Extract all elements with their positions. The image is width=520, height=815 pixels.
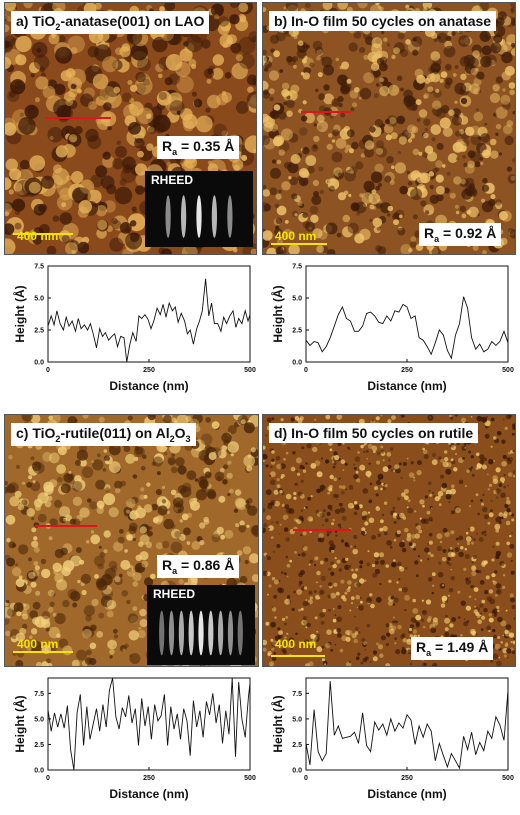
height-profile-line [47,278,251,363]
y-tick-label: 5.0 [34,716,44,723]
x-axis-label: Distance (nm) [367,787,446,801]
y-tick-label: 7.5 [34,691,44,698]
panel-title-b: b) In-O film 50 cycles on anatase [269,11,497,31]
height-profile-line [305,681,509,770]
y-tick-label: 2.5 [292,328,302,335]
x-tick-label: 0 [46,367,50,374]
roughness-label-b: Ra = 0.92 Å [419,223,502,246]
y-tick-label: 2.5 [34,742,44,749]
roughness-label-d: Ra = 1.49 Å [411,637,494,660]
afm-texture-d [263,415,515,666]
linescan-marker-d [293,529,351,531]
scale-label-d: 400 nm [275,637,317,651]
y-tick-label: 7.5 [34,264,44,271]
height-profile-line [47,677,251,771]
roughness-label-c: Ra = 0.86 Å [157,555,240,578]
y-tick-label: 2.5 [34,328,44,335]
x-tick-label: 500 [244,775,256,782]
afm-image-b: b) In-O film 50 cycles on anatase Ra = 0… [262,2,516,255]
rheed-pattern-c [159,610,243,656]
y-tick-label: 5.0 [292,716,302,723]
plot-frame [47,677,251,771]
x-axis-label: Distance (nm) [109,379,188,393]
scale-bar-c [13,651,73,653]
rheed-label-a: RHEED [151,173,194,187]
y-tick-label: 0.0 [34,360,44,367]
x-tick-label: 250 [401,367,413,374]
afm-image-d: d) In-O film 50 cycles on rutile Ra = 1.… [262,414,516,667]
height-profile-chart-b: 0.0 2.5 5.0 7.5 0 250 500 Distance (nm) Height (… [270,264,514,394]
height-profile-chart-a: 0.0 2.5 5.0 7.5 0 250 500 Distance (nm) Height (… [12,264,256,394]
scale-label-c: 400 nm [17,637,59,651]
rheed-inset-c: RHEED [147,585,255,665]
afm-image-a: a) TiO2-anatase(001) on LAO Ra = 0.35 Å … [4,2,257,255]
plot-frame [47,265,251,363]
scale-label-b: 400 nm [275,229,317,243]
y-tick-label: 5.0 [34,296,44,303]
rheed-pattern-a [165,195,233,238]
y-axis-label: Height (Å) [12,285,27,342]
y-tick-label: 2.5 [292,742,302,749]
x-tick-label: 0 [304,775,308,782]
scale-bar-a [13,233,73,235]
x-tick-label: 500 [502,367,514,374]
linescan-marker-b [301,111,351,113]
x-tick-label: 500 [244,367,256,374]
y-tick-label: 0.0 [292,360,302,367]
x-tick-label: 0 [304,367,308,374]
panel-title-c: c) TiO2-rutile(011) on Al2O3 [11,423,196,446]
afm-texture-b [263,3,515,254]
x-tick-label: 0 [46,775,50,782]
y-axis-label: Height (Å) [270,285,285,342]
x-tick-label: 500 [502,775,514,782]
y-axis-label: Height (Å) [12,695,27,752]
y-tick-label: 0.0 [292,768,302,775]
linescan-marker-c [35,525,97,527]
rheed-label-c: RHEED [153,587,196,601]
height-profile-chart-c: 0.0 2.5 5.0 7.5 0 250 500 Distance (nm) Height (… [12,677,256,801]
y-tick-label: 7.5 [292,264,302,271]
rheed-inset-a: RHEED [145,171,253,247]
height-profile-chart-d: 0.0 2.5 5.0 7.5 0 250 500 Distance (nm) Height (… [270,677,514,801]
scale-label-a: 400 nm [17,229,59,243]
plot-frame [305,265,509,363]
x-tick-label: 250 [401,775,413,782]
y-axis-label: Height (Å) [270,695,285,752]
height-profile-line [305,296,509,360]
panel-title-a: a) TiO2-anatase(001) on LAO [11,11,210,34]
scale-bar-b [271,243,327,245]
x-axis-label: Distance (nm) [367,379,446,393]
plot-frame [305,677,509,771]
panel-title-d: d) In-O film 50 cycles on rutile [269,423,479,443]
y-tick-label: 7.5 [292,691,302,698]
scale-bar-d [271,655,325,657]
linescan-marker-a [45,117,111,119]
afm-image-c: c) TiO2-rutile(011) on Al2O3 Ra = 0.86 Å… [4,414,259,667]
y-tick-label: 5.0 [292,296,302,303]
x-tick-label: 250 [143,367,155,374]
x-tick-label: 250 [143,775,155,782]
roughness-label-a: Ra = 0.35 Å [157,136,240,159]
x-axis-label: Distance (nm) [109,787,188,801]
y-tick-label: 0.0 [34,768,44,775]
